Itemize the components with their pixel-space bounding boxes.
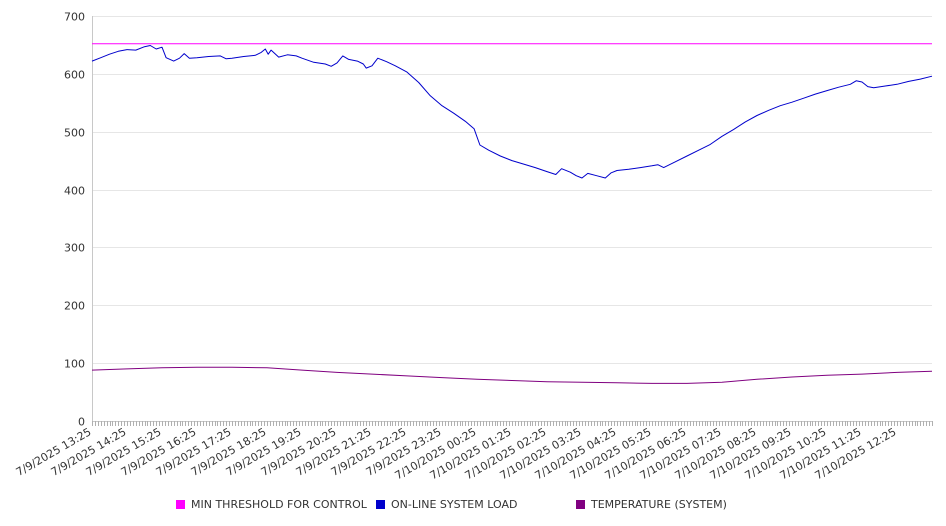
y-tick-label: 600 [64, 69, 85, 82]
temperature-line [91, 366, 933, 384]
legend-swatch [576, 500, 585, 509]
legend-label: TEMPERATURE (SYSTEM) [591, 498, 727, 511]
y-tick-label: 300 [64, 242, 85, 255]
legend-label: ON-LINE SYSTEM LOAD [391, 498, 518, 511]
y-tick-label: 400 [64, 185, 85, 198]
y-tick-label: 100 [64, 358, 85, 371]
legend-item-temperature[interactable]: TEMPERATURE (SYSTEM) [576, 498, 727, 511]
chart-legend: MIN THRESHOLD FOR CONTROL ON-LINE SYSTEM… [0, 498, 946, 514]
legend-item-min-threshold[interactable]: MIN THRESHOLD FOR CONTROL [176, 498, 367, 511]
y-tick-label: 700 [64, 11, 85, 24]
system-load-line [91, 45, 933, 179]
legend-swatch [376, 500, 385, 509]
legend-label: MIN THRESHOLD FOR CONTROL [191, 498, 367, 511]
legend-item-system-load[interactable]: ON-LINE SYSTEM LOAD [376, 498, 517, 511]
y-tick-label: 500 [64, 127, 85, 140]
y-tick-label: 200 [64, 300, 85, 313]
y-tick-label: 0 [78, 416, 85, 429]
legend-swatch [176, 500, 185, 509]
